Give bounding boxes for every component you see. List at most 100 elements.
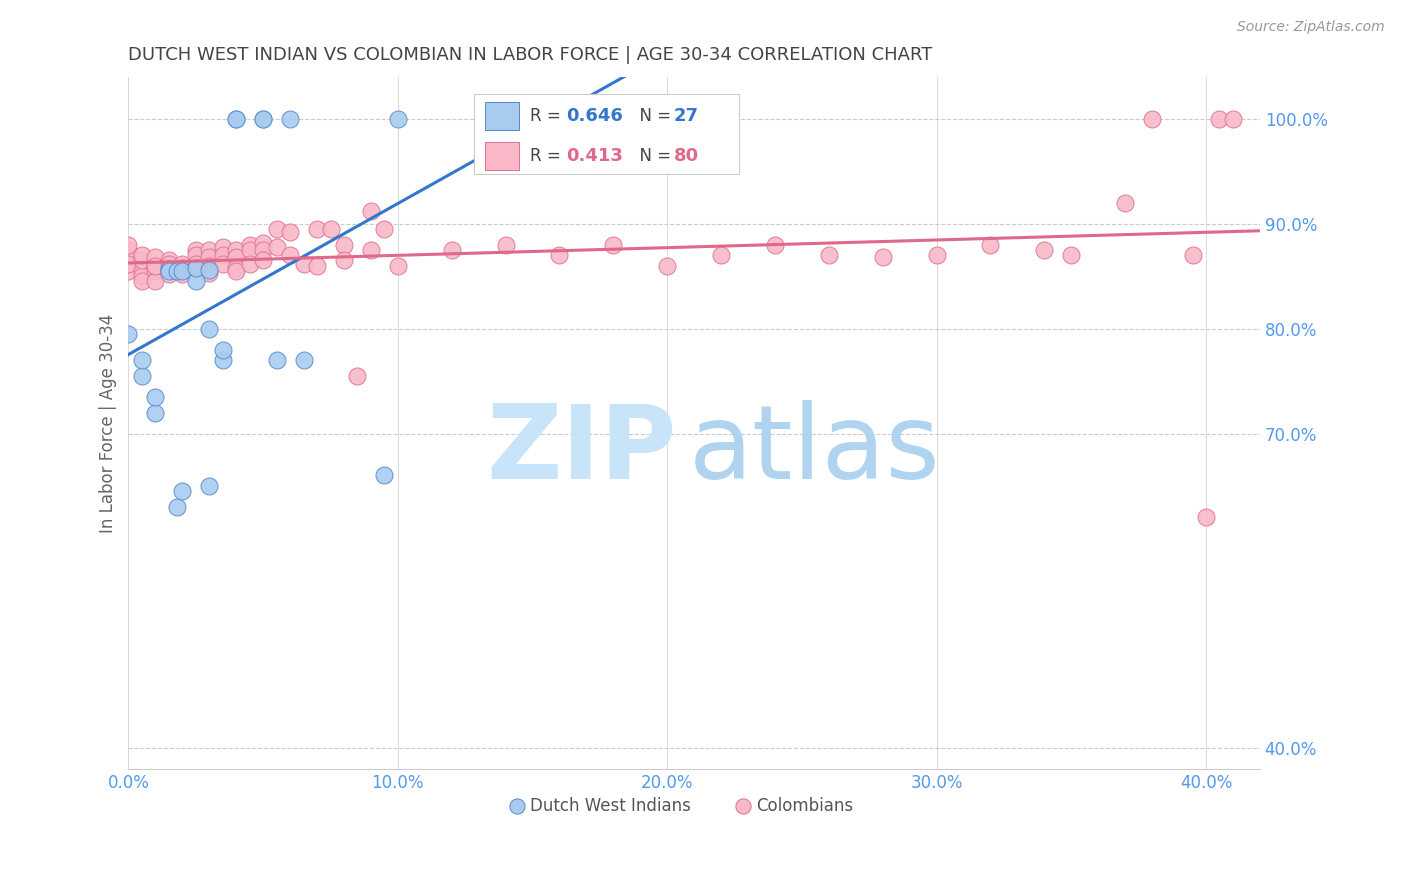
Point: [172, 484, 194, 499]
Point: [131, 264, 153, 278]
Point: [184, 274, 207, 288]
Text: N =: N =: [628, 147, 676, 165]
FancyBboxPatch shape: [485, 142, 519, 169]
Point: [145, 405, 167, 419]
Point: [292, 257, 315, 271]
Point: [818, 248, 841, 262]
Text: atlas: atlas: [689, 401, 941, 501]
Point: [172, 257, 194, 271]
Point: [184, 243, 207, 257]
Text: R =: R =: [530, 147, 567, 165]
Point: [373, 468, 395, 483]
Point: [145, 264, 167, 278]
Point: [266, 353, 288, 368]
Point: [198, 263, 221, 277]
Point: [1195, 510, 1218, 524]
Point: [266, 240, 288, 254]
Point: [278, 112, 301, 126]
Point: [252, 112, 274, 126]
Point: [157, 263, 180, 277]
FancyBboxPatch shape: [485, 103, 519, 130]
Point: [360, 204, 382, 219]
Point: [387, 112, 409, 126]
Point: [225, 250, 247, 264]
Point: [266, 222, 288, 236]
Point: [117, 250, 139, 264]
Point: [1222, 112, 1244, 126]
Point: [157, 261, 180, 276]
Point: [131, 253, 153, 268]
Point: [225, 243, 247, 257]
Point: [925, 248, 948, 262]
Point: [198, 243, 221, 257]
Point: [346, 368, 368, 383]
Point: [117, 257, 139, 271]
Point: [1140, 112, 1163, 126]
Point: [333, 253, 356, 268]
Point: [172, 264, 194, 278]
Point: [198, 250, 221, 264]
Point: [278, 225, 301, 239]
Point: [198, 260, 221, 275]
Point: [117, 326, 139, 341]
Text: R =: R =: [530, 107, 567, 125]
Text: 0.413: 0.413: [567, 147, 623, 165]
Point: [225, 260, 247, 275]
Point: [211, 353, 233, 368]
Text: 80: 80: [673, 147, 699, 165]
Text: ZIP: ZIP: [486, 401, 678, 501]
Point: [360, 243, 382, 257]
Point: [198, 479, 221, 493]
Point: [305, 222, 328, 236]
Point: [763, 237, 786, 252]
Point: [157, 264, 180, 278]
Point: [252, 112, 274, 126]
Text: Dutch West Indians: Dutch West Indians: [530, 797, 690, 815]
FancyBboxPatch shape: [474, 95, 740, 174]
Text: Source: ZipAtlas.com: Source: ZipAtlas.com: [1237, 20, 1385, 34]
Point: [198, 259, 221, 273]
Point: [252, 253, 274, 268]
Point: [131, 353, 153, 368]
Point: [131, 368, 153, 383]
Point: [145, 274, 167, 288]
Point: [211, 257, 233, 271]
Text: 27: 27: [673, 107, 699, 125]
Point: [184, 248, 207, 262]
Point: [184, 260, 207, 275]
Point: [145, 390, 167, 404]
Point: [184, 260, 207, 275]
Point: [1060, 248, 1083, 262]
Y-axis label: In Labor Force | Age 30-34: In Labor Force | Age 30-34: [100, 313, 117, 533]
Point: [172, 267, 194, 281]
Point: [131, 269, 153, 284]
Point: [252, 235, 274, 250]
Point: [211, 240, 233, 254]
Point: [1181, 248, 1204, 262]
Point: [373, 222, 395, 236]
Point: [172, 264, 194, 278]
Point: [305, 259, 328, 273]
Point: [117, 237, 139, 252]
Point: [211, 343, 233, 357]
Point: [145, 250, 167, 264]
Point: [145, 259, 167, 273]
Text: 0.646: 0.646: [567, 107, 623, 125]
Point: [145, 259, 167, 273]
Point: [117, 264, 139, 278]
Point: [117, 243, 139, 257]
Point: [333, 237, 356, 252]
Point: [657, 259, 679, 273]
Point: [166, 264, 188, 278]
Point: [319, 222, 342, 236]
Point: [157, 257, 180, 271]
Point: [872, 250, 894, 264]
Point: [239, 257, 262, 271]
Point: [495, 237, 517, 252]
Point: [211, 248, 233, 262]
Text: N =: N =: [628, 107, 676, 125]
Point: [239, 237, 262, 252]
Point: [252, 243, 274, 257]
Point: [239, 243, 262, 257]
Point: [172, 260, 194, 275]
